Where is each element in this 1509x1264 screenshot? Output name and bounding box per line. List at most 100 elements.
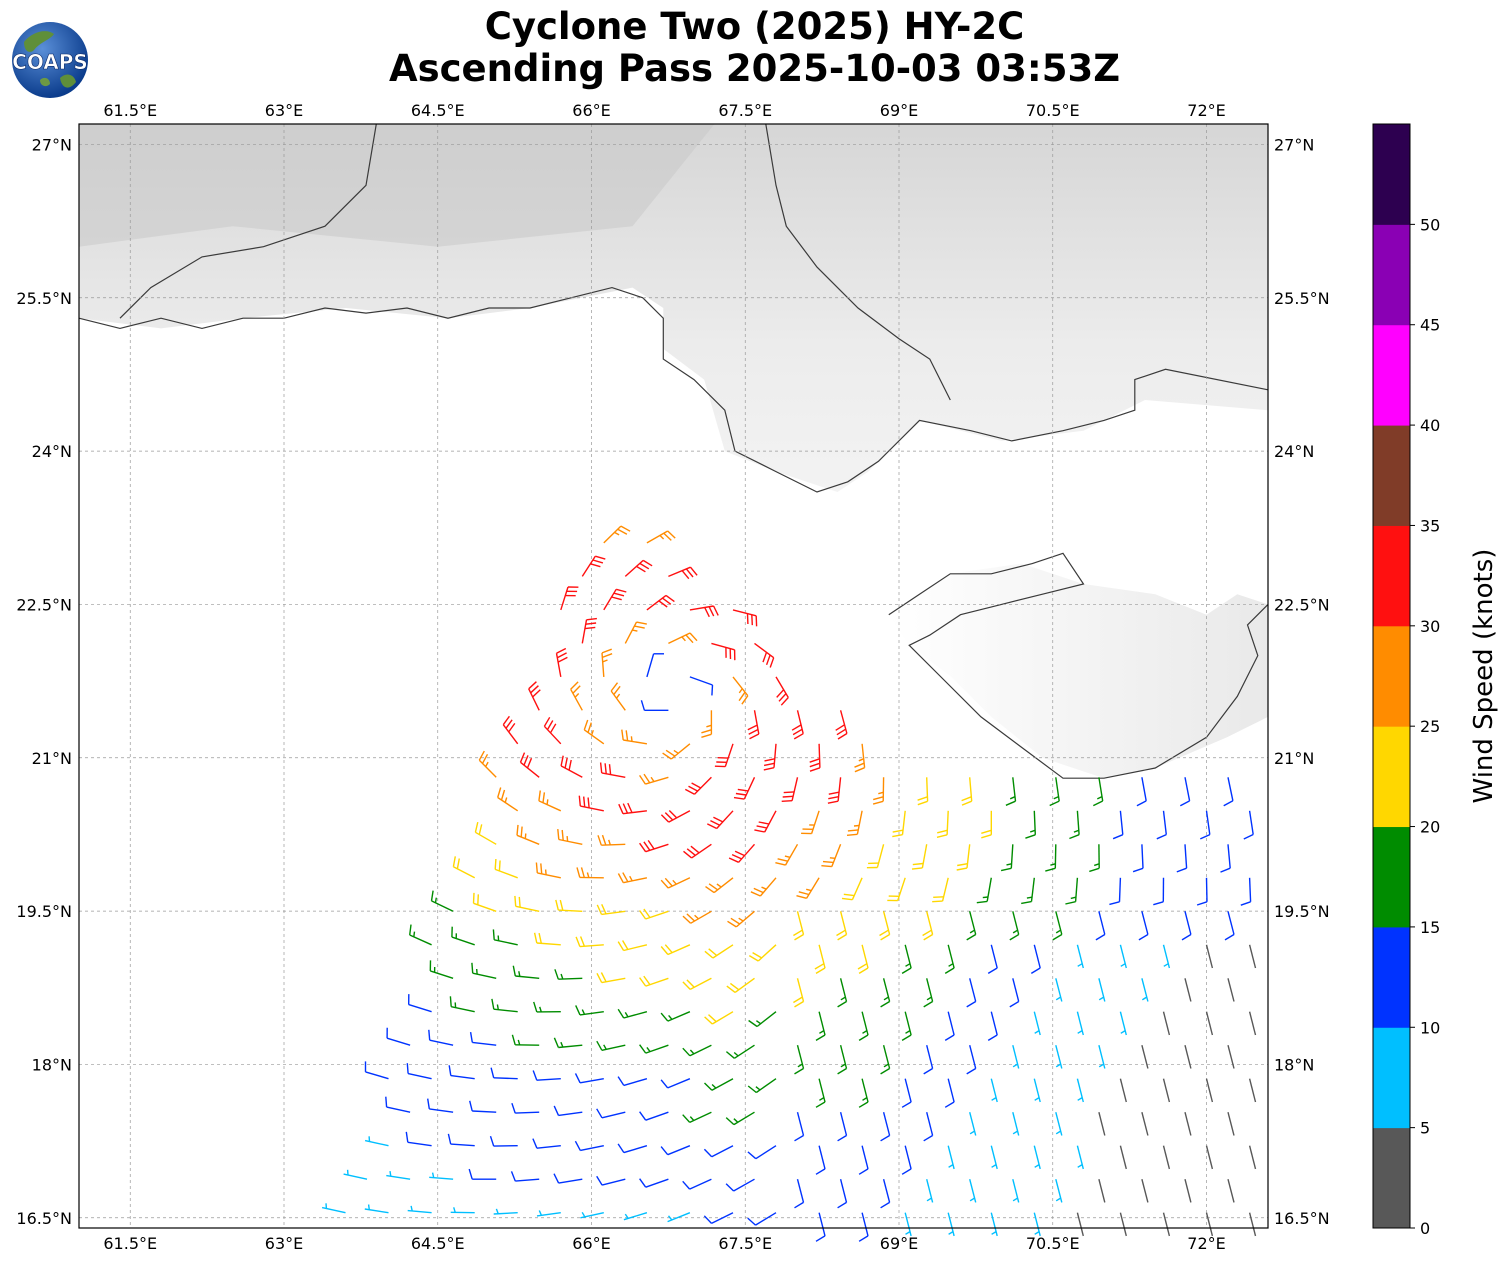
wind-barb <box>1033 1078 1041 1103</box>
wind-barb <box>1012 1179 1020 1203</box>
colorbar-tick-label: 20 <box>1420 818 1440 837</box>
wind-barb <box>815 1078 826 1108</box>
wind-barb <box>1248 944 1257 969</box>
wind-barb <box>1248 1145 1257 1170</box>
colorbar-segment <box>1373 1027 1410 1129</box>
wind-barb <box>1012 1045 1020 1069</box>
wind-barb <box>660 1145 691 1156</box>
wind-barb <box>533 932 561 946</box>
wind-barb <box>601 648 613 677</box>
wind-barb <box>1109 877 1122 906</box>
wind-barb <box>581 555 606 577</box>
wind-barb <box>969 1179 977 1203</box>
lat-tick-left: 22.5°N <box>16 595 72 614</box>
wind-barb <box>553 1037 583 1049</box>
colorbar-tick-label: 0 <box>1420 1219 1430 1238</box>
wind-barb <box>733 777 756 800</box>
colorbar-label: Wind Speed (knots) <box>1469 549 1499 804</box>
wind-barb <box>794 1179 805 1209</box>
wind-barb <box>917 777 929 806</box>
wind-barb <box>557 829 583 845</box>
wind-barb <box>901 1145 912 1175</box>
colorbar-segment <box>1373 726 1410 828</box>
wind-barb <box>966 911 977 941</box>
wind-barb <box>448 1065 475 1080</box>
wind-barb <box>1162 1212 1171 1237</box>
wind-barb <box>1176 844 1188 873</box>
wind-barb <box>821 844 842 868</box>
wind-barb <box>1119 944 1127 969</box>
lon-tick-top: 69°E <box>880 101 918 120</box>
wind-barb <box>1076 1011 1084 1036</box>
wind-barb <box>887 877 906 902</box>
wind-barb <box>732 676 749 705</box>
wind-barb <box>364 1061 389 1080</box>
wind-barb <box>1076 1212 1084 1237</box>
wind-barb <box>835 710 848 740</box>
colorbar-tick-label: 5 <box>1420 1119 1430 1138</box>
lon-tick-top: 61.5°E <box>103 101 157 120</box>
lat-tick-left: 18°N <box>32 1055 72 1074</box>
wind-barb <box>639 840 669 853</box>
wind-barb <box>689 676 714 696</box>
wind-barb <box>1162 1078 1171 1103</box>
wind-barb <box>836 911 848 941</box>
wind-barb <box>639 1178 669 1188</box>
colorbar-tick-label: 30 <box>1420 617 1440 636</box>
chart-title-line1: Cyclone Two (2025) HY-2C <box>484 5 1025 48</box>
axis-tick-labels: 61.5°E 61.5°E 63°E 63°E 64.5°E 64.5°E 66°E 66°E… <box>16 101 1329 1253</box>
wind-barb <box>532 1070 561 1081</box>
wind-barb <box>879 911 891 941</box>
wind-barb <box>1181 911 1192 941</box>
wind-barb <box>791 710 804 740</box>
wind-barb <box>468 1168 497 1180</box>
wind-barb <box>827 777 842 804</box>
wind-barb <box>1092 777 1104 807</box>
wind-barb <box>639 975 669 987</box>
lon-tick-bottom: 72°E <box>1187 1234 1225 1253</box>
wind-barb <box>407 1205 432 1214</box>
wind-barb <box>1141 1045 1149 1069</box>
wind-barb <box>750 877 777 897</box>
wind-barb <box>343 1169 368 1180</box>
wind-barb <box>748 1011 777 1028</box>
wind-barb <box>662 743 691 760</box>
wind-barb <box>429 1172 454 1180</box>
wind-barb <box>646 594 675 611</box>
wind-barb <box>1055 1112 1063 1136</box>
wind-barb <box>533 1001 561 1013</box>
wind-barb <box>901 1078 912 1108</box>
lon-tick-top: 72°E <box>1187 101 1225 120</box>
wind-barb <box>451 926 475 946</box>
wind-barb <box>1224 911 1235 941</box>
wind-barb <box>430 890 454 912</box>
lat-tick-left: 25.5°N <box>16 289 72 308</box>
wind-barb <box>815 1011 826 1042</box>
wind-barb <box>555 647 568 678</box>
wind-barb <box>1156 810 1167 840</box>
wind-barb <box>1098 1045 1106 1069</box>
colorbar-tick-label: 50 <box>1420 215 1440 234</box>
wind-barb <box>429 960 454 979</box>
wind-barb <box>555 899 583 912</box>
wind-barb <box>837 1179 848 1209</box>
wind-barb <box>492 929 518 946</box>
wind-barb <box>781 777 799 802</box>
wind-barb <box>1030 944 1041 974</box>
wind-barb <box>987 1011 998 1042</box>
wind-barb <box>854 743 866 773</box>
wind-barb <box>775 676 789 706</box>
wind-barb <box>574 1073 604 1084</box>
wind-barb <box>511 1102 540 1114</box>
wind-barb <box>793 911 805 941</box>
wind-barb <box>815 1145 826 1175</box>
wind-barb <box>923 1112 934 1142</box>
wind-barb <box>858 1212 869 1242</box>
lon-tick-bottom: 67.5°E <box>718 1234 772 1253</box>
wind-barb <box>1098 1179 1106 1203</box>
colorbar-tick-label: 45 <box>1420 316 1440 335</box>
wind-barb <box>793 978 805 1008</box>
wind-barb <box>510 1171 540 1182</box>
wind-barb <box>1055 1179 1063 1203</box>
wind-barb <box>1205 1011 1214 1036</box>
